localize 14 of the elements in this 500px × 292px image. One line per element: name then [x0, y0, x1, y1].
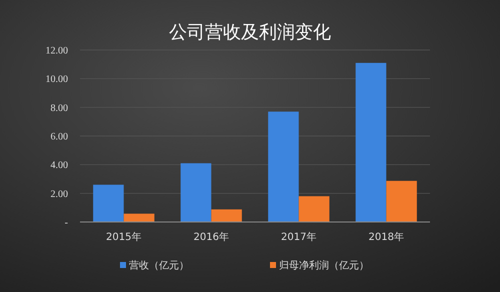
y-tick-label: 10.00 — [46, 74, 68, 86]
y-tick-label: - — [64, 218, 68, 228]
x-tick-label: 2018年 — [368, 231, 404, 243]
x-tick-label: 2015年 — [106, 231, 142, 243]
legend-label: 营收（亿元） — [129, 260, 189, 272]
x-tick-label: 2016年 — [194, 231, 229, 243]
y-tick-label: 8.00 — [50, 102, 68, 114]
legend-label: 归母净利润（亿元） — [279, 260, 369, 272]
chart-title: 公司营收及利润变化 — [169, 22, 331, 43]
y-tick-label: 4.00 — [50, 160, 68, 172]
x-tick-label: 2017年 — [281, 231, 316, 243]
y-tick-label: 12.00 — [46, 46, 68, 56]
y-tick-label: 6.00 — [50, 132, 68, 142]
y-tick-label: 2.00 — [50, 188, 68, 200]
